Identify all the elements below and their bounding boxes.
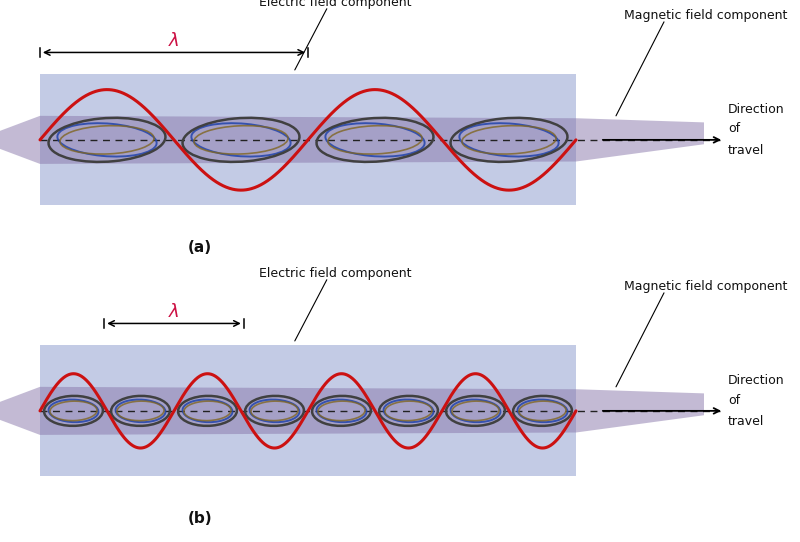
Text: Electric field component: Electric field component <box>258 267 411 280</box>
Text: (b): (b) <box>188 512 212 526</box>
Text: of: of <box>728 122 740 136</box>
Text: Direction: Direction <box>728 103 785 116</box>
Text: Direction: Direction <box>728 374 785 387</box>
Text: travel: travel <box>728 144 764 157</box>
Text: Magnetic field component: Magnetic field component <box>624 9 787 22</box>
Text: $\lambda$: $\lambda$ <box>168 304 180 321</box>
Polygon shape <box>0 387 704 435</box>
Bar <box>40 74 576 205</box>
Text: of: of <box>728 393 740 406</box>
Text: travel: travel <box>728 415 764 428</box>
Text: Electric field component: Electric field component <box>258 0 411 9</box>
Text: Magnetic field component: Magnetic field component <box>624 280 787 293</box>
Text: (a): (a) <box>188 241 212 255</box>
Text: $\lambda$: $\lambda$ <box>168 33 180 50</box>
Bar <box>40 345 576 476</box>
Polygon shape <box>0 116 704 164</box>
